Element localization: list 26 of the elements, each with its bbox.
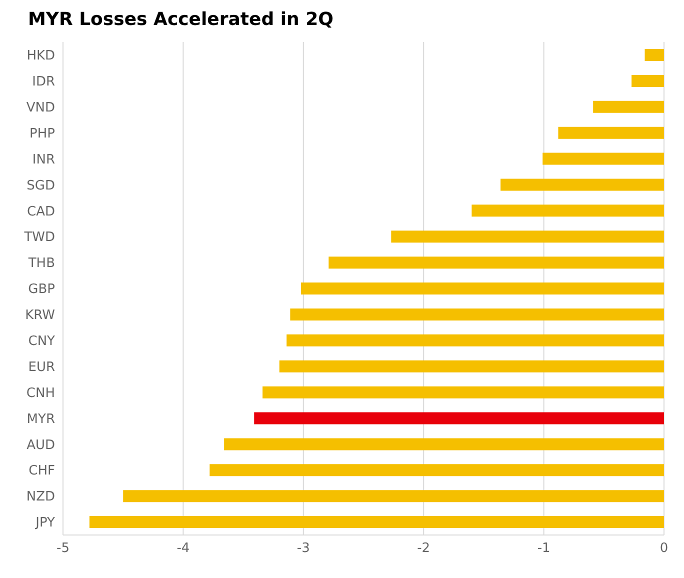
y-tick-label: VND — [26, 100, 55, 116]
y-tick-label: THB — [27, 256, 55, 272]
x-tick-label: 0 — [660, 541, 668, 556]
y-tick-label: AUD — [26, 438, 55, 453]
y-tick-label: IDR — [32, 74, 55, 90]
y-tick-label: CAD — [27, 204, 55, 220]
x-tick-label: -3 — [296, 541, 310, 556]
y-tick-label: EUR — [28, 360, 55, 375]
chart-title: MYR Losses Accelerated in 2Q — [27, 8, 334, 32]
y-tick-label: GBP — [28, 282, 56, 298]
y-tick-label: PHP — [30, 126, 56, 142]
y-tick-label: CNH — [26, 386, 55, 401]
x-tick-label: -1 — [537, 541, 550, 556]
y-tick-label: INR — [32, 152, 55, 168]
x-tick-label: -4 — [176, 541, 190, 556]
y-tick-label: HKD — [26, 48, 55, 64]
y-tick-label: TWD — [23, 230, 55, 246]
y-tick-label: CNY — [28, 334, 56, 350]
y-tick-label: NZD — [26, 490, 55, 505]
y-tick-label: JPY — [34, 516, 56, 531]
x-tick-label: -2 — [417, 541, 430, 556]
y-tick-label: CHF — [28, 464, 55, 479]
y-tick-label: SGD — [26, 178, 55, 194]
y-tick-label: MYR — [26, 412, 55, 427]
x-tick-label: -5 — [56, 541, 70, 556]
y-tick-label: KRW — [25, 308, 56, 324]
